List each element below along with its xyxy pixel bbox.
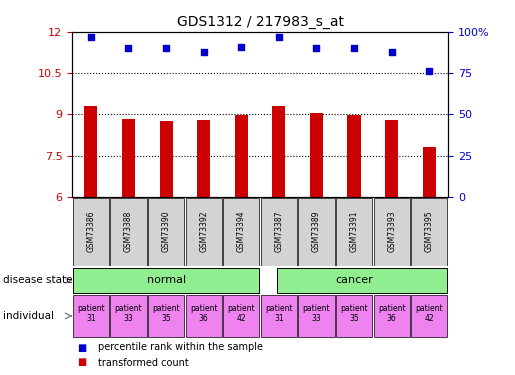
FancyBboxPatch shape (278, 268, 448, 293)
FancyBboxPatch shape (73, 198, 109, 266)
FancyBboxPatch shape (373, 198, 410, 266)
Text: patient
31: patient 31 (77, 304, 105, 324)
FancyBboxPatch shape (110, 295, 147, 337)
Text: patient
42: patient 42 (228, 304, 255, 324)
FancyBboxPatch shape (261, 295, 297, 337)
FancyBboxPatch shape (223, 198, 260, 266)
FancyBboxPatch shape (373, 295, 410, 337)
Text: disease state: disease state (3, 275, 72, 285)
Text: patient
42: patient 42 (416, 304, 443, 324)
Text: patient
35: patient 35 (152, 304, 180, 324)
Text: transformed count: transformed count (98, 357, 188, 368)
Text: patient
33: patient 33 (303, 304, 330, 324)
Point (125, 45, 133, 51)
Point (350, 45, 358, 51)
Text: GSM73388: GSM73388 (124, 211, 133, 252)
Text: patient
36: patient 36 (378, 304, 405, 324)
Text: GSM73391: GSM73391 (350, 211, 358, 252)
Bar (122, 118, 135, 197)
Bar (385, 120, 398, 197)
Bar (197, 120, 210, 197)
Text: cancer: cancer (335, 275, 373, 285)
Text: GSM73390: GSM73390 (162, 211, 170, 252)
Point (237, 44, 245, 50)
Text: GSM73393: GSM73393 (387, 211, 396, 252)
Title: GDS1312 / 217983_s_at: GDS1312 / 217983_s_at (177, 15, 344, 30)
Point (425, 69, 434, 75)
Point (162, 45, 170, 51)
Bar (423, 147, 436, 197)
FancyBboxPatch shape (185, 295, 222, 337)
Bar (84, 106, 97, 197)
FancyBboxPatch shape (336, 198, 372, 266)
Text: patient
35: patient 35 (340, 304, 368, 324)
Point (87, 34, 95, 40)
Text: GSM73389: GSM73389 (312, 211, 321, 252)
Bar (235, 115, 248, 197)
Text: patient
31: patient 31 (265, 304, 293, 324)
Text: GSM73386: GSM73386 (87, 211, 95, 252)
Text: GSM73387: GSM73387 (274, 211, 283, 252)
FancyBboxPatch shape (148, 295, 184, 337)
FancyBboxPatch shape (298, 295, 335, 337)
Bar (160, 121, 173, 197)
Bar (348, 115, 360, 197)
Point (388, 49, 396, 55)
FancyBboxPatch shape (336, 295, 372, 337)
Text: GSM73395: GSM73395 (425, 211, 434, 252)
Text: patient
33: patient 33 (115, 304, 142, 324)
Point (200, 49, 208, 55)
FancyBboxPatch shape (185, 198, 222, 266)
FancyBboxPatch shape (73, 268, 260, 293)
FancyBboxPatch shape (110, 198, 147, 266)
Point (312, 45, 320, 51)
Text: normal: normal (147, 275, 185, 285)
Point (275, 34, 283, 40)
Bar (272, 106, 285, 197)
Text: GSM73392: GSM73392 (199, 211, 208, 252)
FancyBboxPatch shape (73, 295, 109, 337)
FancyBboxPatch shape (223, 295, 260, 337)
Text: ■: ■ (77, 342, 87, 352)
Text: patient
36: patient 36 (190, 304, 217, 324)
Text: ■: ■ (77, 357, 87, 368)
FancyBboxPatch shape (411, 295, 448, 337)
FancyBboxPatch shape (298, 198, 335, 266)
Text: percentile rank within the sample: percentile rank within the sample (98, 342, 263, 352)
Text: individual: individual (3, 311, 54, 321)
FancyBboxPatch shape (261, 198, 297, 266)
FancyBboxPatch shape (411, 198, 448, 266)
FancyBboxPatch shape (148, 198, 184, 266)
Bar (310, 113, 323, 197)
Text: GSM73394: GSM73394 (237, 211, 246, 252)
